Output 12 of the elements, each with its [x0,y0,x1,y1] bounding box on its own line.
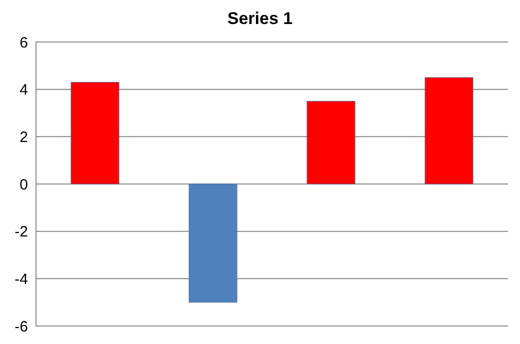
y-tick-label: 0 [20,176,28,194]
y-tick-label: -4 [14,270,28,288]
bar [306,100,356,184]
y-tick-label: 2 [20,128,28,146]
chart-title: Series 1 [226,8,294,30]
bar [424,77,474,184]
y-tick-label: 4 [20,82,28,99]
bar [70,82,120,184]
y-tick-label: -2 [14,224,28,241]
bar [188,184,238,303]
y-tick-label: -6 [14,318,28,336]
y-tick-label: 6 [20,34,28,52]
